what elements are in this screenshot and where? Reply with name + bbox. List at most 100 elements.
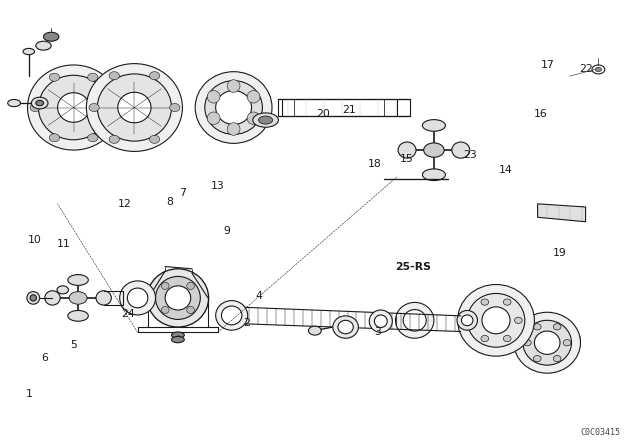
Text: 8: 8 [166,197,173,207]
Ellipse shape [44,32,59,41]
Ellipse shape [28,65,120,150]
Ellipse shape [398,142,416,158]
Ellipse shape [534,331,560,354]
Ellipse shape [482,307,510,334]
Ellipse shape [422,120,445,131]
Ellipse shape [452,142,470,158]
Ellipse shape [120,281,156,315]
Ellipse shape [333,316,358,338]
Text: 19: 19 [553,248,567,258]
Text: 13: 13 [211,181,225,191]
Text: 12: 12 [118,199,132,209]
Text: 5: 5 [70,340,77,350]
Text: 25-RS: 25-RS [395,262,431,271]
Ellipse shape [553,356,561,362]
Text: 17: 17 [540,60,554,70]
Ellipse shape [247,90,260,103]
Ellipse shape [150,72,160,80]
Ellipse shape [86,64,182,151]
Text: 6: 6 [42,353,48,363]
Ellipse shape [514,312,580,373]
Ellipse shape [36,41,51,50]
Ellipse shape [481,336,489,342]
Ellipse shape [57,286,68,294]
Ellipse shape [374,315,387,327]
Ellipse shape [515,317,522,323]
Ellipse shape [8,99,20,107]
Ellipse shape [458,284,534,356]
Ellipse shape [172,336,184,343]
Text: 15: 15 [399,154,413,164]
Ellipse shape [338,320,353,334]
Text: 10: 10 [28,235,42,245]
Ellipse shape [403,310,426,331]
Ellipse shape [165,286,191,310]
Ellipse shape [461,315,473,326]
Ellipse shape [524,340,531,346]
Ellipse shape [553,323,561,330]
Text: 3: 3 [374,327,381,336]
Ellipse shape [89,103,99,112]
Ellipse shape [69,292,87,304]
Text: 2: 2 [243,318,250,327]
Ellipse shape [504,336,511,342]
Ellipse shape [172,332,184,338]
Ellipse shape [107,103,117,112]
Ellipse shape [161,306,169,314]
Text: 7: 7 [179,188,186,198]
Ellipse shape [30,295,36,301]
Ellipse shape [58,93,90,122]
Text: 20: 20 [316,109,330,119]
Ellipse shape [253,113,278,127]
Ellipse shape [118,92,151,123]
Polygon shape [538,204,586,222]
Ellipse shape [227,80,240,92]
Ellipse shape [109,72,119,80]
Ellipse shape [38,75,109,140]
Ellipse shape [207,112,220,125]
Text: 16: 16 [534,109,548,119]
Ellipse shape [45,291,60,305]
Ellipse shape [187,306,195,314]
Text: C0C03415: C0C03415 [581,428,621,437]
Ellipse shape [227,123,240,135]
Ellipse shape [68,275,88,285]
Text: 24: 24 [121,309,135,319]
Ellipse shape [23,48,35,55]
Ellipse shape [156,276,200,319]
Ellipse shape [27,292,40,304]
Ellipse shape [457,310,477,330]
Ellipse shape [36,100,44,106]
Ellipse shape [523,320,572,365]
Ellipse shape [49,134,60,142]
Ellipse shape [96,291,111,305]
Ellipse shape [88,134,98,142]
Ellipse shape [187,282,195,289]
Ellipse shape [30,103,40,112]
Ellipse shape [470,317,477,323]
Ellipse shape [369,310,392,332]
Ellipse shape [422,169,445,181]
Ellipse shape [481,299,489,305]
Ellipse shape [88,73,98,81]
Ellipse shape [533,356,541,362]
Text: 18: 18 [367,159,381,168]
Ellipse shape [150,135,160,143]
Ellipse shape [247,112,260,125]
Ellipse shape [127,288,148,308]
Ellipse shape [161,282,169,289]
Text: 9: 9 [224,226,230,236]
Ellipse shape [467,293,525,347]
Ellipse shape [207,90,220,103]
Text: 22: 22 [579,65,593,74]
Ellipse shape [308,326,321,335]
Ellipse shape [205,81,262,134]
Text: 21: 21 [342,105,356,115]
Ellipse shape [147,269,209,327]
Ellipse shape [216,301,248,330]
Ellipse shape [595,67,602,72]
Text: 11: 11 [57,239,71,249]
Ellipse shape [563,340,571,346]
Text: 14: 14 [499,165,513,175]
Ellipse shape [195,72,272,143]
